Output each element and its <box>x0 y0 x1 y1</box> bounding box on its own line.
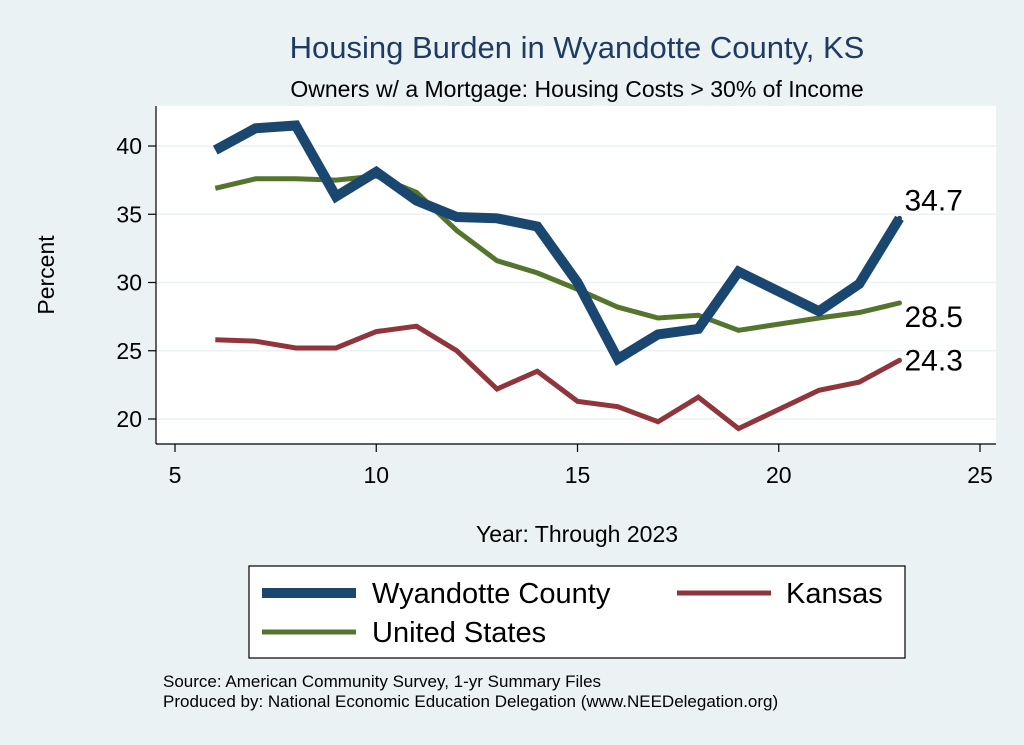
x-tick-labels: 5 10 15 20 25 <box>169 444 993 488</box>
series-line-wyandotte-county <box>212 120 904 366</box>
series-endpoint-wyandotte-county <box>897 215 902 221</box>
x-tick-label-5: 5 <box>169 462 182 488</box>
end-label-wyandotte-county: 34.7 <box>905 184 963 217</box>
source-note: Source: American Community Survey, 1-yr … <box>163 672 601 691</box>
y-tick-label-20: 20 <box>116 406 142 432</box>
series-line-kansas <box>215 323 901 432</box>
chart-subtitle: Owners w/ a Mortgage: Housing Costs > 30… <box>290 76 863 102</box>
axes <box>155 106 996 445</box>
y-tick-label-30: 30 <box>116 270 142 296</box>
x-tick-label-25: 25 <box>967 462 993 488</box>
end-label-united-states: 28.5 <box>905 301 963 334</box>
series-endpoint-united-states <box>897 300 902 306</box>
end-labels: 34.7 24.3 28.5 <box>905 184 963 377</box>
series-endpoint-kansas <box>897 357 902 363</box>
x-tick-label-10: 10 <box>363 462 389 488</box>
x-tick-label-20: 20 <box>766 462 792 488</box>
y-tick-label-35: 35 <box>116 201 142 227</box>
x-axis-label: Year: Through 2023 <box>476 521 678 547</box>
y-tick-label-25: 25 <box>116 338 142 364</box>
x-tick-label-15: 15 <box>565 462 591 488</box>
legend-label-wyandotte: Wyandotte County <box>372 578 611 610</box>
produced-by-note: Produced by: National Economic Education… <box>163 692 778 711</box>
y-tick-labels: 20 25 30 35 40 <box>116 133 156 432</box>
y-tick-label-40: 40 <box>116 133 142 159</box>
series-lines <box>212 120 904 432</box>
legend-box <box>248 565 906 659</box>
legend-label-united-states: United States <box>372 617 546 649</box>
chart-title: Housing Burden in Wyandotte County, KS <box>290 30 865 65</box>
end-label-kansas: 24.3 <box>905 344 963 377</box>
legend: Wyandotte County Kansas United States <box>248 565 906 659</box>
y-axis-label: Percent <box>33 235 59 315</box>
legend-label-kansas: Kansas <box>786 578 883 610</box>
